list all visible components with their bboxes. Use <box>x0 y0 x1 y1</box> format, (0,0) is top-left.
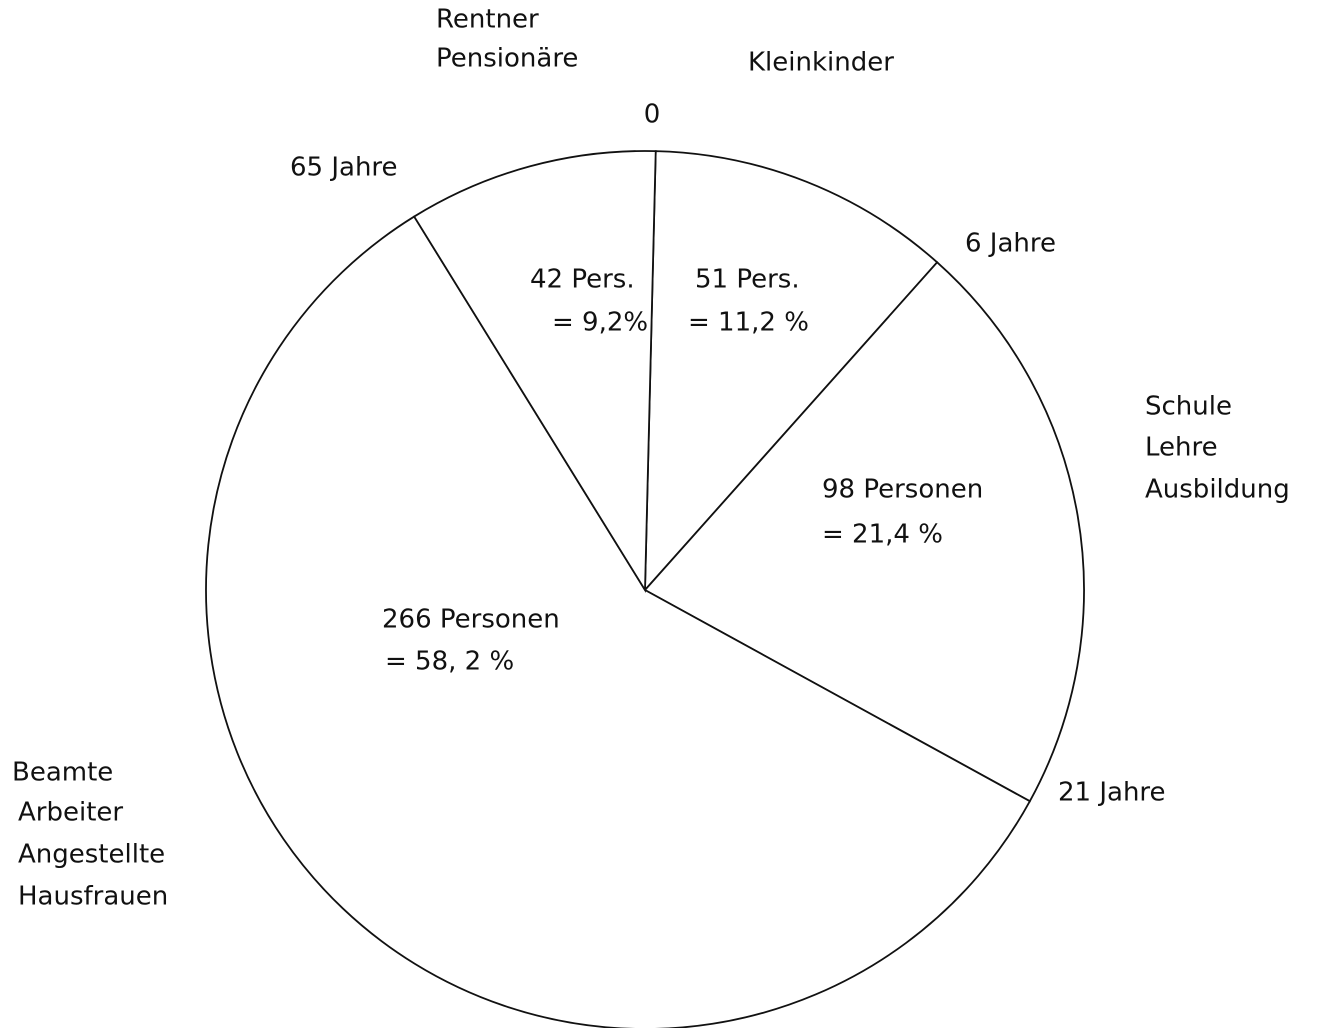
category-label: Angestellte <box>18 840 165 870</box>
value-label: = 9,2% <box>552 308 648 338</box>
pie-slice <box>205 215 1032 1028</box>
pie-slice <box>412 150 657 594</box>
category-label: Lehre <box>1145 433 1218 463</box>
category-label: Arbeiter <box>18 798 123 828</box>
category-label: Hausfrauen <box>18 882 168 912</box>
boundary-label: 65 Jahre <box>290 153 398 183</box>
value-label: = 11,2 % <box>688 308 809 338</box>
boundary-label: 6 Jahre <box>965 229 1056 259</box>
pie-slice <box>643 261 1085 803</box>
category-label: Kleinkinder <box>748 48 894 78</box>
count-label: 266 Personen <box>382 605 560 635</box>
category-label: Pensionäre <box>436 44 578 74</box>
count-label: 51 Pers. <box>695 265 800 295</box>
count-label: 42 Pers. <box>530 265 635 295</box>
count-label: 98 Personen <box>822 475 983 505</box>
pie-slice <box>644 150 939 593</box>
category-label: Beamte <box>12 758 113 788</box>
boundary-label: 21 Jahre <box>1058 778 1166 808</box>
boundary-label: 0 <box>644 100 661 130</box>
value-label: = 58, 2 % <box>385 647 514 677</box>
category-label: Schule <box>1145 392 1232 422</box>
category-label: Ausbildung <box>1145 475 1290 505</box>
value-label: = 21,4 % <box>822 520 943 550</box>
category-label: Rentner <box>436 5 539 35</box>
